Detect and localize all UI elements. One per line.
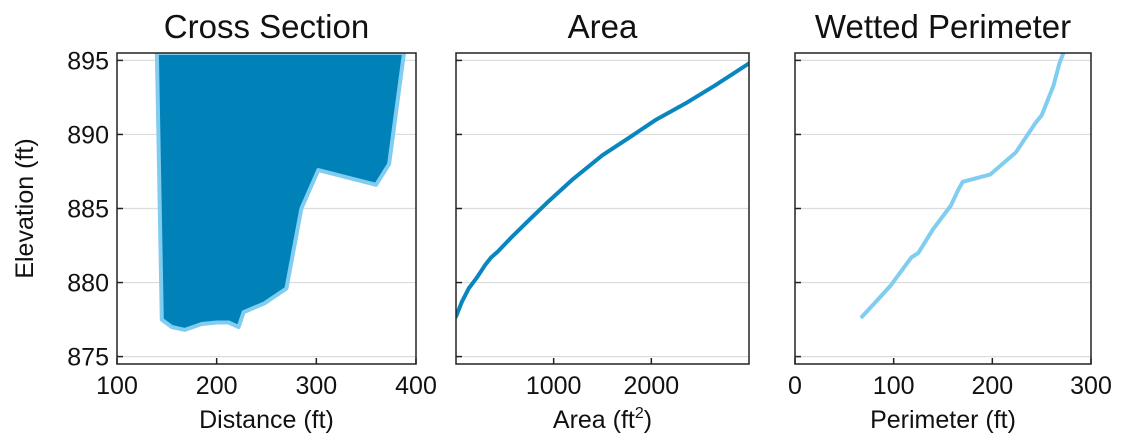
panel-3: Wetted Perimeter 0 100 200 300 Perimeter (ft): [788, 8, 1112, 434]
data-layer: [860, 53, 1066, 319]
y-tick-label: 895: [67, 47, 109, 75]
y-tick-label: 890: [67, 121, 109, 149]
data-layer: [456, 61, 749, 319]
data-layer: [154, 53, 406, 332]
perimeter-line: [860, 53, 1066, 319]
x-tick-label: 1000: [526, 372, 582, 400]
x-tick-label: 200: [196, 372, 238, 400]
plot-frame: [455, 52, 750, 365]
x-axis-label: Perimeter (ft): [870, 406, 1016, 434]
chart-title: Cross Section: [164, 8, 369, 45]
x-axis-label: Distance (ft): [199, 406, 334, 434]
panel-1: Cross Section 875 880 885 890 895 100 200 300 400…: [67, 8, 437, 434]
x-tick-label: 2000: [624, 372, 680, 400]
chart-title: Wetted Perimeter: [815, 8, 1071, 45]
x-tick-label: 300: [295, 372, 337, 400]
chart-title: Area: [568, 8, 638, 45]
area-line: [456, 61, 749, 319]
x-tick-label: 400: [395, 372, 437, 400]
plot-frame: [794, 52, 1092, 365]
y-axis-label: Elevation (ft): [11, 138, 39, 278]
x-tick-label: 100: [873, 372, 915, 400]
x-tick-label: 100: [96, 372, 138, 400]
plot-frame: [116, 52, 417, 365]
y-tick-label: 880: [67, 270, 109, 298]
cross-section-area: [154, 53, 406, 332]
x-tick-label: 200: [971, 372, 1013, 400]
x-tick-label: 0: [788, 372, 802, 400]
y-tick-label: 875: [67, 344, 109, 372]
y-tick-label: 885: [67, 196, 109, 224]
x-tick-label: 300: [1070, 372, 1112, 400]
x-axis-label: Area (ft2): [553, 405, 652, 434]
panel-2: Area 1000 2000 Area (ft2): [455, 8, 750, 434]
